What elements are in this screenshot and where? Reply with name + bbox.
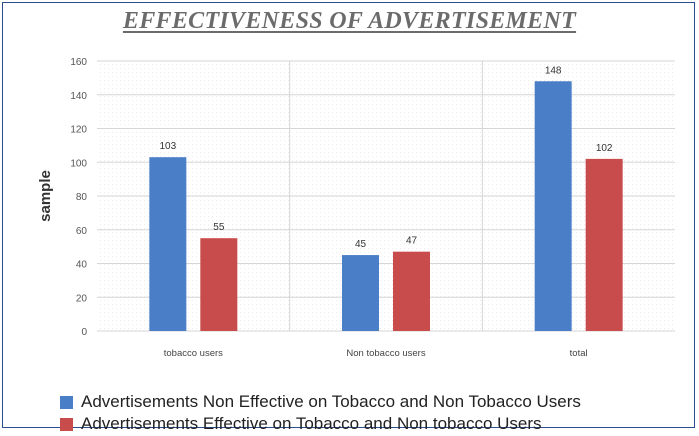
y-tick-label: 0 [81,327,87,338]
chart-title: EFFECTIVENESS OF ADVERTISEMENT [122,8,577,34]
y-tick-label: 80 [76,192,88,203]
bar-chart: 103 55 45 47 148 102 0 20 40 60 80 100 120 140 160 to… [37,57,675,359]
legend-item: Advertisements Non Effective on Tobacco … [60,392,690,412]
y-tick-label: 140 [70,91,87,102]
data-label: 148 [545,65,562,76]
chart-frame [2,2,695,428]
data-label: 102 [596,143,613,154]
y-tick-label: 20 [76,293,88,304]
legend-swatch [60,417,73,431]
x-tick-label: Non tobacco users [346,348,425,359]
y-tick-label: 60 [76,226,88,237]
bar [393,251,430,331]
legend-swatch [60,395,73,409]
chart-legend: Advertisements Non Effective on Tobacco … [60,392,690,436]
x-tick-label: total [570,348,588,359]
bar [534,81,572,331]
y-tick-label: 160 [70,57,87,68]
data-label: 45 [355,239,367,250]
data-label: 103 [159,141,176,152]
x-tick-label: tobacco users [164,348,223,359]
y-tick-label: 100 [70,158,87,169]
bar [200,238,238,331]
data-label: 55 [213,222,225,233]
bar [342,255,379,331]
y-tick-label: 120 [70,125,87,136]
y-tick-label: 40 [76,260,88,271]
data-label: 47 [406,236,418,247]
legend-item: Advertisements Effective on Tobacco and … [60,414,690,434]
legend-label: Advertisements Effective on Tobacco and … [81,414,542,433]
legend-label: Advertisements Non Effective on Tobacco … [81,392,581,411]
bar [149,157,187,331]
y-axis-label: sample [37,170,54,222]
bar [585,158,623,331]
